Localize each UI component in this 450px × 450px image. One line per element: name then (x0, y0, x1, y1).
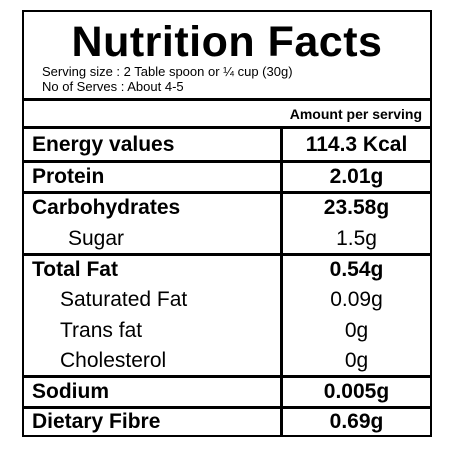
divider (24, 375, 430, 378)
nutrient: Sodium (32, 380, 109, 403)
row: Sodium 0.005g (24, 377, 430, 407)
nutrition-label: Nutrition Facts Serving size : 2 Table s… (22, 10, 432, 437)
divider (24, 98, 430, 101)
divider (24, 253, 430, 256)
row: Cholesterol 0g (24, 346, 430, 376)
nutrient: Cholesterol (60, 349, 167, 372)
amount: 0g (344, 319, 369, 342)
nutrient: Total Fat (32, 258, 118, 281)
nutrient: Sugar (68, 227, 125, 250)
row: Saturated Fat 0.09g (24, 285, 430, 315)
row: Carbohydrates 23.58g (24, 193, 430, 223)
amount: 0g (344, 349, 369, 372)
divider (24, 126, 430, 129)
amount: 0.54g (329, 258, 384, 281)
row: Total Fat 0.54g (24, 255, 430, 285)
serving-size: Serving size : 2 Table spoon or ¼ cup (3… (42, 64, 293, 79)
amount: 114.3 Kcal (305, 133, 408, 156)
row: Energy values 114.3 Kcal (24, 130, 430, 160)
amount: 0.005g (323, 380, 390, 403)
row: Sugar 1.5g (24, 224, 430, 254)
divider (24, 160, 430, 163)
column-header: Amount per serving (289, 106, 422, 122)
amount: 23.58g (323, 196, 390, 219)
nutrient: Protein (32, 165, 105, 188)
divider (24, 406, 430, 409)
nutrient: Saturated Fat (60, 288, 188, 311)
nutrient: Energy values (32, 133, 175, 156)
row: Trans fat 0g (24, 316, 430, 346)
amount: 2.01g (329, 165, 384, 188)
title: Nutrition Facts (71, 18, 383, 66)
nutrient: Trans fat (60, 319, 143, 342)
amount: 1.5g (336, 227, 377, 250)
divider (24, 191, 430, 194)
row: Dietary Fibre 0.69g (24, 407, 430, 437)
nutrient: Carbohydrates (32, 196, 181, 219)
row: Protein 2.01g (24, 162, 430, 192)
amount: 0.09g (330, 288, 383, 311)
serves: No of Serves : About 4-5 (42, 79, 184, 94)
nutrient: Dietary Fibre (32, 410, 161, 433)
column-divider (280, 129, 283, 435)
amount: 0.69g (329, 410, 384, 433)
